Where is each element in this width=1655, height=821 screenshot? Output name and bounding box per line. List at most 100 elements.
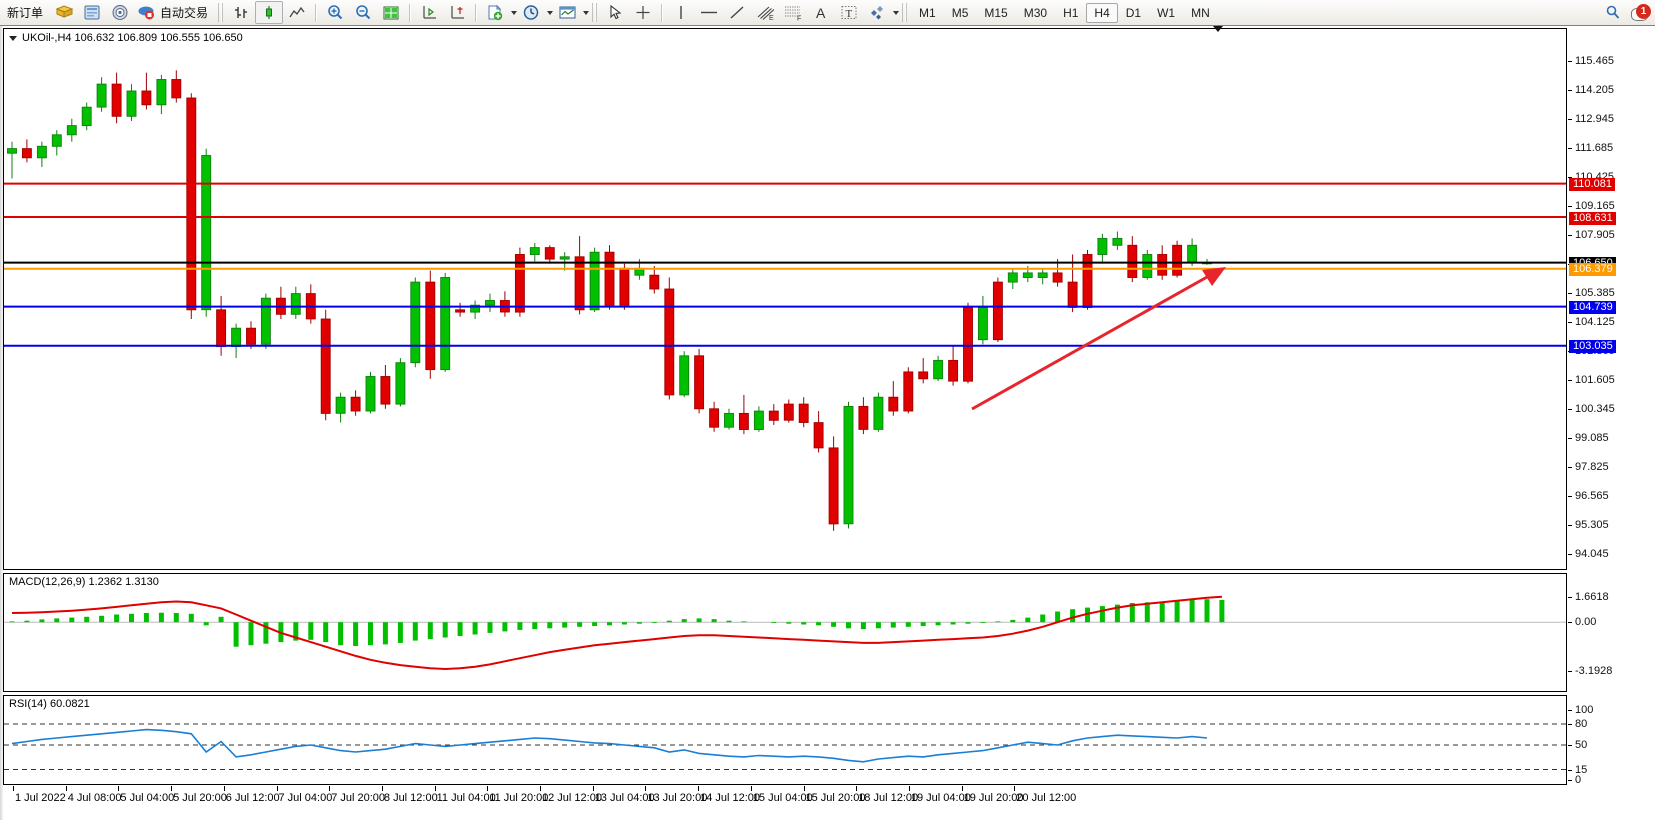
time-label: 5 Jul 20:00	[173, 792, 227, 804]
chart-scroll-marker[interactable]	[1213, 26, 1223, 32]
price-level-label[interactable]: 104.739	[1569, 301, 1616, 315]
cursor-icon[interactable]	[601, 1, 629, 24]
price-axis[interactable]: 115.465 114.205 112.945 111.685 110.425 109.1…	[1568, 28, 1653, 570]
period-dropdown-icon[interactable]	[547, 10, 554, 15]
time-tick	[540, 786, 541, 791]
rsi-tick: 100	[1568, 704, 1653, 716]
price-tick: 109.165	[1568, 200, 1653, 212]
price-tick: 111.685	[1568, 142, 1653, 154]
price-plot	[4, 70, 1566, 531]
time-label: 19 Jul 04:00	[910, 792, 971, 804]
time-tick	[65, 786, 67, 791]
price-tick: 100.345	[1568, 403, 1653, 415]
timeframe-d1[interactable]: D1	[1125, 5, 1142, 20]
time-label: 7 Jul 04:00	[278, 792, 333, 804]
equidistant-channel-icon[interactable]: E	[751, 1, 779, 24]
shapes-dropdown-icon[interactable]	[893, 10, 900, 15]
autotrade-button[interactable]: 自动交易	[134, 1, 215, 24]
shapes-icon[interactable]	[863, 1, 891, 24]
time-tick	[645, 786, 647, 791]
price-level-label[interactable]: 106.379	[1569, 263, 1616, 277]
toolbar-grip-3[interactable]	[902, 3, 909, 22]
horizontal-line-icon[interactable]	[695, 1, 723, 24]
candlestick-chart-icon[interactable]	[255, 1, 284, 24]
text-icon[interactable]: A	[807, 1, 835, 24]
time-label: 20 Jul 12:00	[1016, 792, 1077, 804]
text-label-icon[interactable]: T	[835, 1, 863, 24]
rsi-pane[interactable]: RSI(14) 60.0821	[3, 695, 1567, 785]
line-chart-icon[interactable]	[283, 1, 311, 24]
alert-badge[interactable]: 1	[1631, 3, 1651, 22]
timeframe-h4[interactable]: H4	[1086, 2, 1118, 23]
chart-header[interactable]: UKOil-,H4 106.632 106.809 106.555 106.65…	[9, 32, 243, 44]
tile-windows-icon[interactable]	[377, 1, 405, 24]
timeframe-mn[interactable]: MN	[1191, 5, 1210, 20]
add-indicator-dropdown-icon[interactable]	[511, 10, 518, 15]
timeframe-w1[interactable]: W1	[1157, 5, 1176, 20]
timeframe-m5[interactable]: M5	[951, 5, 969, 20]
timeframe-m1[interactable]: M1	[919, 5, 936, 20]
time-tick	[381, 786, 383, 791]
time-label: 19 Jul 20:00	[963, 792, 1024, 804]
crosshair-icon[interactable]	[629, 1, 657, 24]
shift-end-icon[interactable]	[415, 1, 443, 24]
pane-edge	[0, 26, 3, 820]
price-level-label[interactable]: 108.631	[1569, 211, 1616, 225]
time-tick	[750, 786, 752, 791]
timeframe-h1[interactable]: H1	[1063, 5, 1079, 20]
svg-text:F: F	[797, 16, 801, 22]
terminal-icon[interactable]	[106, 1, 134, 24]
rsi-tick: 15	[1568, 764, 1653, 776]
time-axis[interactable]: 1 Jul 2022 4 Jul 08:00 5 Jul 04:00 5 Jul 20…	[3, 786, 1567, 808]
zoom-in-icon[interactable]	[321, 1, 349, 24]
time-tick	[1014, 786, 1016, 791]
macd-pane[interactable]: MACD(12,26,9) 1.2362 1.3130	[3, 573, 1567, 692]
templates-dropdown-icon[interactable]	[583, 10, 590, 15]
macd-plot	[4, 595, 1566, 671]
time-label: 13 Jul 04:00	[594, 792, 655, 804]
price-level-label[interactable]: 103.035	[1569, 340, 1616, 354]
time-tick	[329, 786, 331, 791]
bar-chart-icon[interactable]	[227, 1, 255, 24]
toolbar-grip[interactable]	[218, 3, 225, 22]
time-label: 4 Jul 08:00	[67, 792, 122, 804]
time-tick	[13, 786, 14, 791]
trendline-icon[interactable]	[723, 1, 751, 24]
navigator-icon[interactable]	[78, 1, 106, 24]
chart-collapse-icon[interactable]	[9, 35, 17, 41]
fibonacci-icon[interactable]: F	[779, 1, 807, 24]
price-tick: 114.205	[1568, 84, 1653, 96]
time-tick	[698, 786, 700, 791]
vertical-line-icon[interactable]	[667, 1, 695, 24]
price-tick: 101.605	[1568, 374, 1653, 386]
timeframe-m15[interactable]: M15	[984, 5, 1008, 20]
data-window-icon[interactable]	[50, 1, 78, 24]
toolbar-grip-2[interactable]	[592, 3, 599, 22]
zoom-out-icon[interactable]	[349, 1, 377, 24]
templates-icon[interactable]	[553, 1, 581, 24]
time-tick	[434, 786, 436, 791]
price-pane[interactable]: UKOil-,H4 106.632 106.809 106.555 106.65…	[3, 28, 1567, 570]
time-tick	[856, 786, 858, 791]
add-indicator-icon[interactable]	[481, 1, 509, 24]
new-order-button[interactable]: 新订单	[0, 1, 50, 24]
period-icon[interactable]	[517, 1, 545, 24]
macd-header: MACD(12,26,9) 1.2362 1.3130	[9, 576, 159, 588]
time-tick	[118, 786, 120, 791]
alerts-badge-icon[interactable]: 1	[1627, 1, 1655, 24]
price-tick: 95.305	[1568, 519, 1653, 531]
price-level-label[interactable]: 110.081	[1569, 178, 1615, 192]
chart-window[interactable]: UKOil-,H4 106.632 106.809 106.555 106.65…	[0, 25, 1655, 821]
svg-text:E: E	[769, 15, 774, 21]
time-label: 11 Jul 20:00	[489, 792, 549, 804]
svg-text:A: A	[816, 5, 826, 21]
timeframe-m30[interactable]: M30	[1023, 5, 1048, 20]
price-tick: 104.125	[1568, 316, 1653, 328]
price-tick: 115.465	[1568, 55, 1653, 67]
macd-axis[interactable]: 1.6618 0.00 -3.1928	[1568, 573, 1653, 692]
time-tick	[171, 786, 173, 791]
time-tick	[487, 786, 489, 791]
auto-scroll-icon[interactable]	[443, 1, 471, 24]
search-icon[interactable]	[1599, 1, 1627, 24]
rsi-axis[interactable]: 100 80 50 15 0	[1568, 695, 1653, 786]
